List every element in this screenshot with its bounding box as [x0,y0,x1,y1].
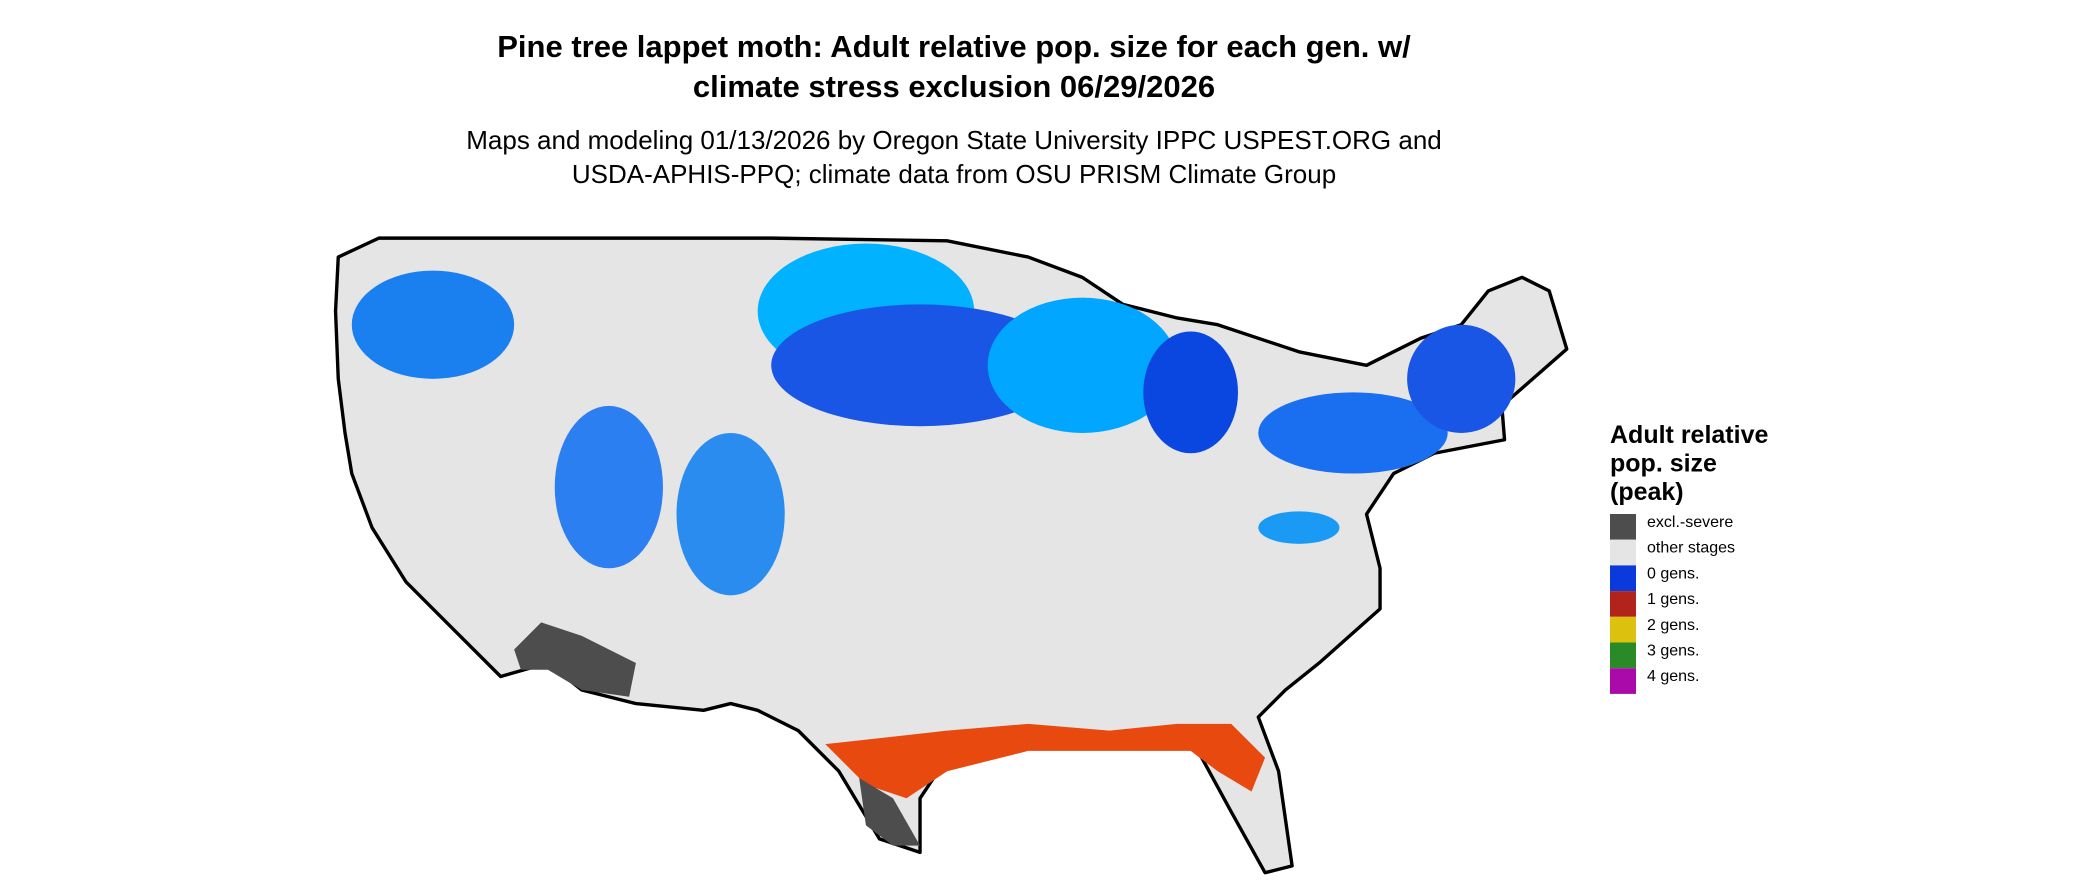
legend-swatch [1610,565,1636,592]
legend-label: 3 gens. [1647,643,1699,660]
region-0-gens-light [351,270,515,379]
region-0-gens-light [1258,511,1340,544]
legend-label: 4 gens. [1647,668,1699,685]
us-map [333,236,1569,875]
legend-label: 1 gens. [1647,591,1699,608]
legend-title-line: (peak) [1610,478,1684,506]
region-0-gens-light [987,297,1178,433]
title-line: Pine tree lappet moth: Adult relative po… [497,29,1411,64]
legend-label: excl.-severe [1647,514,1733,531]
legend-swatch [1610,591,1636,617]
region-0-gens [1143,331,1238,454]
title-line: climate stress exclusion 06/29/2026 [693,69,1215,104]
legend-label: other stages [1647,540,1735,557]
legend-swatch [1610,514,1636,540]
titles: Pine tree lappet moth: Adult relative po… [466,29,1442,189]
subtitle-line: Maps and modeling 01/13/2026 by Oregon S… [466,125,1442,155]
legend-label: 2 gens. [1647,617,1699,634]
legend-title-line: pop. size [1610,450,1717,478]
region-excl-severe [514,622,636,697]
legend-swatch [1610,539,1636,566]
region-0-gens-light [554,405,663,569]
pop-size-regions [351,243,1516,846]
region-0-gens-light [676,432,785,596]
legend-title-line: Adult relative [1610,421,1768,449]
legend-swatch [1610,668,1636,694]
region-excl-severe [859,777,921,846]
legend-label: 0 gens. [1647,565,1699,582]
region-0-gens-light [1258,392,1448,474]
legend-swatch [1610,642,1636,669]
region-0-gens [771,304,1069,427]
region-1-gens [825,723,1266,799]
legend-swatch [1610,616,1636,643]
subtitle-line: USDA-APHIS-PPQ; climate data from OSU PR… [572,159,1336,189]
region-0-gens [1407,324,1516,433]
